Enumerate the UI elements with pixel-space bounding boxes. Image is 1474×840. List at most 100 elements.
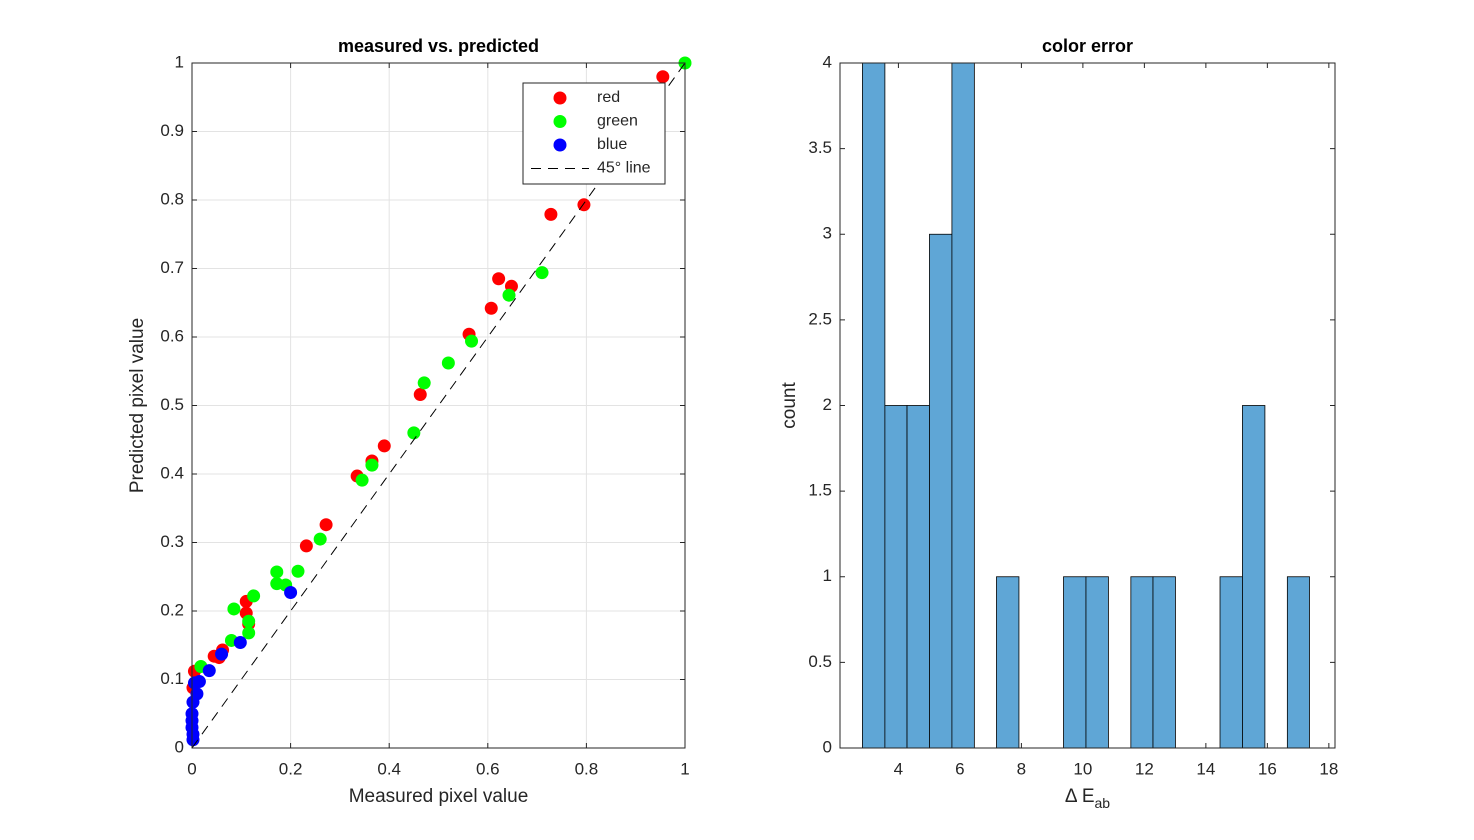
data-point xyxy=(502,288,516,302)
data-point xyxy=(313,532,327,546)
data-point xyxy=(492,272,506,286)
histogram-bar xyxy=(1242,405,1266,749)
x-tick-label: 1 xyxy=(680,759,689,778)
data-point xyxy=(215,647,229,661)
data-point xyxy=(227,602,241,616)
legend-label: red xyxy=(597,89,620,106)
y-tick-label: 0.5 xyxy=(808,652,832,671)
x-tick-label: 12 xyxy=(1135,759,1154,778)
data-point xyxy=(407,426,421,440)
data-point xyxy=(233,636,247,650)
histogram-bar xyxy=(1130,576,1154,749)
y-tick-label: 0.1 xyxy=(160,669,184,688)
histogram-bar xyxy=(884,405,908,749)
histogram-bar xyxy=(951,62,975,749)
histogram-bar xyxy=(1085,576,1109,749)
data-point xyxy=(242,626,256,640)
data-point xyxy=(413,388,427,402)
x-tick-label: 16 xyxy=(1258,759,1277,778)
data-point xyxy=(465,334,479,348)
x-tick-label: 8 xyxy=(1017,759,1026,778)
y-tick-label: 1 xyxy=(175,52,184,71)
x-tick-label: 6 xyxy=(955,759,964,778)
x-tick-label: 10 xyxy=(1073,759,1092,778)
data-point xyxy=(284,586,298,600)
x-axis-label: Δ Eab xyxy=(1065,786,1110,811)
data-point xyxy=(186,733,200,747)
y-tick-label: 0.8 xyxy=(160,189,184,208)
y-tick-label: 0.6 xyxy=(160,326,184,345)
x-tick-label: 14 xyxy=(1196,759,1215,778)
histogram-bar xyxy=(1219,576,1243,749)
histogram-bar xyxy=(906,405,930,749)
legend-swatch xyxy=(553,138,567,152)
legend-swatch xyxy=(553,115,567,128)
histogram-bar xyxy=(996,576,1020,749)
data-point xyxy=(441,356,455,370)
legend-label: green xyxy=(597,113,638,130)
x-axis-label-main: Δ E xyxy=(1065,786,1095,807)
legend-label: 45° line xyxy=(597,160,651,177)
data-point xyxy=(656,70,670,84)
x-tick-label: 18 xyxy=(1319,759,1338,778)
data-point xyxy=(270,565,284,579)
histogram-bar xyxy=(1286,576,1310,749)
y-tick-label: 0 xyxy=(175,737,184,756)
y-tick-label: 0.7 xyxy=(160,258,184,277)
y-tick-label: 4 xyxy=(823,52,832,71)
data-point xyxy=(187,676,201,690)
y-tick-label: 3.5 xyxy=(808,138,832,157)
y-tick-label: 0 xyxy=(823,737,832,756)
data-point xyxy=(202,664,216,678)
y-tick-label: 0.3 xyxy=(160,532,184,551)
data-point xyxy=(186,695,200,709)
data-point xyxy=(535,266,549,280)
x-axis-label-main: Measured pixel value xyxy=(349,786,529,807)
data-point xyxy=(544,207,558,221)
y-tick-label: 3 xyxy=(823,224,832,243)
histogram-bar xyxy=(862,62,886,749)
data-point xyxy=(319,518,333,532)
x-tick-label: 0.4 xyxy=(377,759,401,778)
x-tick-label: 0.8 xyxy=(575,759,599,778)
histogram-bar xyxy=(929,233,953,749)
x-tick-label: 0.6 xyxy=(476,759,500,778)
legend-box xyxy=(522,82,666,185)
legend-label: blue xyxy=(597,136,627,153)
data-point xyxy=(291,564,305,578)
axes: 0 0.2 0.4 0.6 0.8 1 0 0.1 0.2 0.3 0.4 0.5 0.6 0.7 0.8 0… xyxy=(127,36,692,807)
data-point xyxy=(242,614,256,628)
axes: 4 6 8 10 12 14 16 18 0 0.5 1 1.5 2 2.5 3 3.5 4 color erro… xyxy=(779,36,1338,811)
chart-title: measured vs. predicted xyxy=(338,36,539,56)
x-axis-label-sub: ab xyxy=(1095,795,1111,811)
histogram-bar xyxy=(1152,576,1176,749)
y-tick-label: 0.5 xyxy=(160,395,184,414)
y-axis-label: count xyxy=(779,382,800,429)
axes-frame xyxy=(839,62,1336,749)
x-tick-label: 0 xyxy=(187,759,196,778)
data-point xyxy=(247,589,261,603)
histogram-bar xyxy=(1063,576,1087,749)
data-point xyxy=(365,458,379,472)
y-tick-label: 0.4 xyxy=(160,463,184,482)
data-point xyxy=(417,376,431,390)
data-point xyxy=(355,473,369,487)
legend-swatch xyxy=(553,91,567,105)
chart-title: color error xyxy=(1042,36,1133,56)
x-tick-label: 0.2 xyxy=(279,759,303,778)
y-tick-label: 2 xyxy=(823,395,832,414)
data-point xyxy=(484,301,498,315)
x-axis-label: Measured pixel value xyxy=(349,786,529,807)
y-tick-label: 2.5 xyxy=(808,309,832,328)
y-tick-label: 0.9 xyxy=(160,121,184,140)
y-tick-label: 1 xyxy=(823,566,832,585)
y-axis-label: Predicted pixel value xyxy=(127,318,148,493)
data-point xyxy=(377,439,391,453)
y-tick-label: 0.2 xyxy=(160,600,184,619)
data-point xyxy=(299,539,313,553)
axes-frame xyxy=(191,62,686,749)
legend: red green blue 45° line xyxy=(522,82,666,185)
y-tick-label: 1.5 xyxy=(808,481,832,500)
x-tick-label: 4 xyxy=(894,759,903,778)
